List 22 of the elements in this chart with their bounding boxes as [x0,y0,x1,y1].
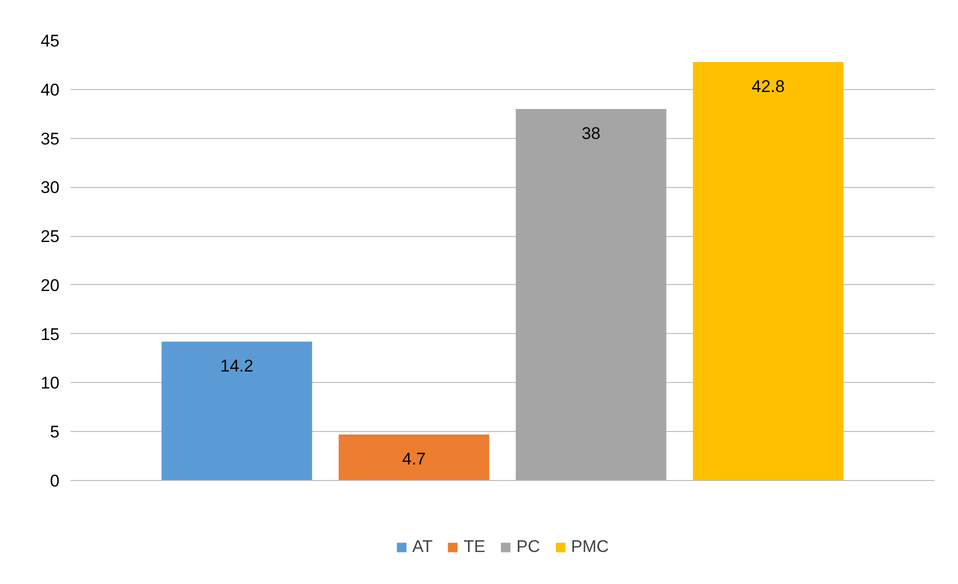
legend-label: PMC [571,537,609,557]
bar [692,62,844,480]
data-label: 38 [582,124,601,143]
data-label: 4.7 [402,450,426,469]
y-tick-label: 15 [40,324,60,344]
y-tick-label: 10 [40,374,60,393]
legend-label: TE [464,537,486,557]
y-tick-label: 20 [40,276,60,295]
data-label: 42.8 [752,77,785,96]
bar [162,342,312,480]
y-tick-label: 30 [40,178,60,198]
data-label: 14.2 [220,356,254,376]
y-tick-label: 45 [40,32,60,50]
y-tick-label: 40 [40,80,60,100]
bar [338,434,490,480]
legend-label: AT [412,537,433,557]
y-tick-label: 25 [40,227,60,246]
y-tick-label: 5 [50,422,60,442]
y-tick-label: 35 [40,129,60,148]
y-tick-label: 0 [50,472,60,490]
bar [516,108,666,480]
legend-label: PC [516,537,540,557]
